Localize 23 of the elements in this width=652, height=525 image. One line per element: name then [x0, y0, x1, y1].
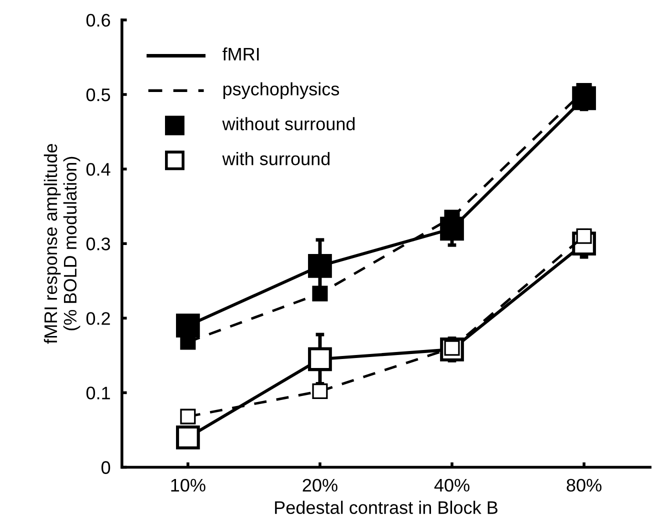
- point: [312, 286, 328, 302]
- annotation: fMRI: [222, 47, 259, 60]
- x-tick-label: 20%: [302, 478, 338, 492]
- point: [180, 408, 196, 424]
- x-axis-title: Pedestal contrast in Block B: [275, 500, 498, 514]
- y-tick-label: 0.3: [86, 238, 110, 250]
- annotation: without surround: [222, 117, 355, 130]
- y-tick-label: 0.5: [86, 88, 110, 102]
- point: [308, 254, 332, 278]
- y-axis-title: fMRI response amplitude (% BOLD modulation): [44, 144, 80, 344]
- y-tick-label: 0: [101, 461, 110, 474]
- x-tick-label: 10%: [171, 478, 206, 492]
- y-tick-label: 0.4: [86, 162, 110, 176]
- point: [176, 425, 200, 450]
- x-tick-label: 80%: [566, 478, 602, 492]
- y-tick-label: 0.1: [86, 386, 110, 400]
- y-tick-label: 0.2: [86, 312, 110, 325]
- point: [308, 347, 332, 372]
- annotation: psychophysics: [223, 82, 340, 100]
- y-tick-label: 0.6: [86, 14, 110, 27]
- annotation: with surround: [222, 152, 330, 166]
- x-tick-label: 40%: [434, 478, 470, 492]
- point: [176, 314, 200, 338]
